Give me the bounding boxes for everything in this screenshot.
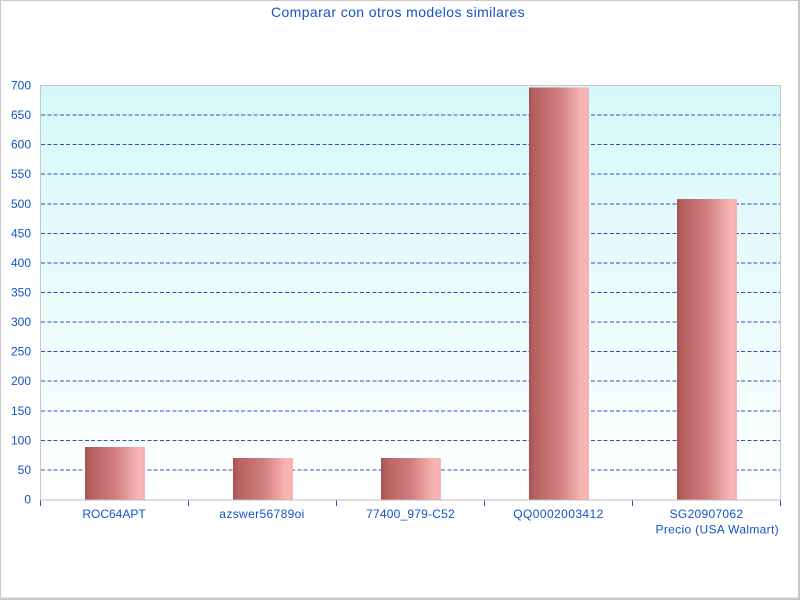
- svg-text:500: 500: [11, 197, 31, 211]
- svg-text:100: 100: [11, 433, 31, 447]
- svg-text:300: 300: [11, 315, 31, 329]
- svg-text:400: 400: [11, 256, 31, 270]
- svg-text:0: 0: [24, 493, 31, 507]
- svg-text:200: 200: [11, 374, 31, 388]
- svg-text:600: 600: [11, 138, 31, 152]
- svg-text:azswer56789oi: azswer56789oi: [219, 507, 304, 521]
- svg-text:250: 250: [11, 345, 31, 359]
- svg-text:450: 450: [11, 226, 31, 240]
- svg-text:QQ0002003412: QQ0002003412: [513, 507, 603, 521]
- svg-text:50: 50: [18, 463, 32, 477]
- svg-text:700: 700: [11, 79, 31, 93]
- svg-text:650: 650: [11, 108, 31, 122]
- svg-text:77400_979-C52: 77400_979-C52: [366, 507, 455, 521]
- svg-text:ROC64APT: ROC64APT: [82, 507, 146, 521]
- svg-text:550: 550: [11, 167, 31, 181]
- svg-text:350: 350: [11, 286, 31, 300]
- svg-text:150: 150: [11, 404, 31, 418]
- svg-text:Comparar con otros modelos sim: Comparar con otros modelos similares: [271, 4, 525, 20]
- svg-text:Precio (USA Walmart): Precio (USA Walmart): [655, 523, 779, 537]
- svg-text:SG20907062: SG20907062: [670, 507, 744, 521]
